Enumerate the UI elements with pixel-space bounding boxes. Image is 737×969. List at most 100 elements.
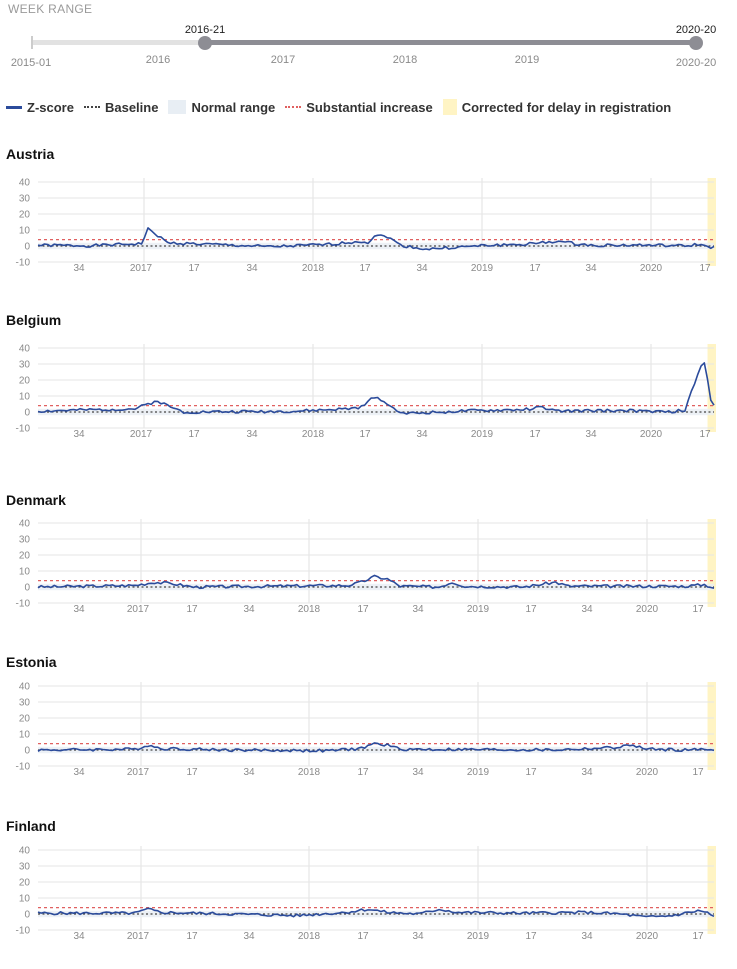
legend-zscore-label: Z-score <box>27 99 74 115</box>
x-tick-label: 2017 <box>127 604 150 615</box>
y-tick-label: 20 <box>19 714 31 725</box>
normal-range-swatch <box>168 100 187 114</box>
baseline-swatch <box>83 106 100 108</box>
legend-corrected-label: Corrected for delay in registration <box>461 99 672 115</box>
x-tick-label: 17 <box>699 263 711 274</box>
y-tick-label: -10 <box>16 599 31 610</box>
chart-denmark: -10 0 10 20 30 40 34 2017 17 34 2018 17 34 2019 17 34 20… <box>16 519 716 615</box>
y-tick-label: 10 <box>19 226 31 237</box>
x-tick-label: 17 <box>186 604 198 615</box>
legend-baseline-label: Baseline <box>104 99 159 115</box>
y-tick-label: 40 <box>19 846 31 857</box>
x-tick-label: 17 <box>692 931 704 942</box>
y-tick-label: -10 <box>16 762 31 773</box>
x-tick-label: 34 <box>416 429 428 440</box>
x-tick-label: 2020 <box>636 767 659 778</box>
x-tick-label: 2020 <box>640 429 663 440</box>
x-tick-label: 17 <box>525 767 537 778</box>
y-tick-label: 10 <box>19 894 31 905</box>
y-tick-label: -10 <box>16 926 31 937</box>
slider-end-handle[interactable] <box>689 36 703 50</box>
y-tick-label: 40 <box>19 519 31 530</box>
y-tick-label: 0 <box>24 746 30 757</box>
corrected-band <box>707 846 716 934</box>
y-tick-label: 0 <box>24 910 30 921</box>
x-tick-label: 17 <box>692 767 704 778</box>
x-tick-label: 34 <box>73 604 85 615</box>
x-tick-label: 17 <box>525 604 537 615</box>
x-tick-label: 2018 <box>298 604 321 615</box>
x-tick-label: 2020 <box>640 263 663 274</box>
y-tick-label: 10 <box>19 392 31 403</box>
x-tick-label: 34 <box>243 604 255 615</box>
y-tick-label: 40 <box>19 682 31 693</box>
x-tick-label: 34 <box>243 931 255 942</box>
legend-corrected[interactable]: Corrected for delay in registration <box>442 99 672 115</box>
x-tick-label: 2019 <box>467 604 490 615</box>
y-tick-label: 30 <box>19 535 31 546</box>
x-tick-label: 34 <box>246 263 258 274</box>
x-tick-label: 34 <box>585 429 597 440</box>
country-title-estonia: Estonia <box>6 654 57 670</box>
x-tick-label: 17 <box>357 931 369 942</box>
y-tick-label: 10 <box>19 567 31 578</box>
zscore-line <box>37 574 715 590</box>
x-tick-label: 34 <box>73 931 85 942</box>
zscore-line <box>37 742 715 753</box>
x-tick-label: 34 <box>73 263 85 274</box>
legend-normal-range[interactable]: Normal range <box>168 100 275 115</box>
legend-normal-range-label: Normal range <box>191 99 276 115</box>
slider-start-label: 2016-21 <box>185 24 225 36</box>
x-tick-label: 2017 <box>127 767 150 778</box>
chart-austria: -10 0 10 20 30 40 34 2017 17 34 2018 17 34 2019 17 34 20… <box>16 178 716 274</box>
y-tick-label: 10 <box>19 730 31 741</box>
country-title-finland: Finland <box>6 818 56 834</box>
x-tick-label: 2019 <box>471 263 494 274</box>
x-tick-label: 34 <box>581 767 593 778</box>
slider-end-label: 2020-20 <box>676 24 716 36</box>
slider-year-tick: 2016 <box>146 54 170 66</box>
y-tick-label: 40 <box>19 178 31 189</box>
legend-baseline[interactable]: Baseline <box>83 99 159 115</box>
y-tick-label: 30 <box>19 862 31 873</box>
legend-zscore[interactable]: Z-score <box>6 100 74 115</box>
legend-substantial-label: Substantial increase <box>306 99 433 115</box>
x-tick-label: 2018 <box>298 767 321 778</box>
chart-legend: Z-score Baseline Normal range Substantia… <box>6 98 681 116</box>
x-tick-label: 2019 <box>471 429 494 440</box>
x-tick-label: 17 <box>357 604 369 615</box>
x-tick-label: 17 <box>188 263 200 274</box>
zscore-swatch <box>6 105 22 109</box>
x-tick-label: 34 <box>246 429 258 440</box>
x-tick-label: 34 <box>412 931 424 942</box>
corrected-band <box>707 519 716 607</box>
week-range-slider[interactable]: 2016-21 2020-20 2015-01 2020-20 2016 2017 2018… <box>0 0 737 80</box>
country-title-belgium: Belgium <box>6 312 62 328</box>
chart-estonia: -10 0 10 20 30 40 34 2017 17 34 2018 17 34 2019 17 34 20… <box>16 682 716 778</box>
slider-start-handle[interactable] <box>198 36 212 50</box>
y-tick-label: 20 <box>19 551 31 562</box>
x-tick-label: 34 <box>412 767 424 778</box>
x-tick-label: 34 <box>585 263 597 274</box>
x-tick-label: 17 <box>699 429 711 440</box>
x-tick-label: 17 <box>692 604 704 615</box>
week-range-title: WEEK RANGE <box>8 2 93 16</box>
x-tick-label: 34 <box>73 429 85 440</box>
legend-substantial-increase[interactable]: Substantial increase <box>285 99 433 115</box>
x-tick-label: 2019 <box>467 931 490 942</box>
x-tick-label: 2020 <box>636 604 659 615</box>
x-tick-label: 2019 <box>467 767 490 778</box>
chart-finland: -10 0 10 20 30 40 34 2017 17 34 2018 17 34 2019 17 34 20… <box>16 846 716 942</box>
x-tick-label: 17 <box>529 429 541 440</box>
y-tick-label: 0 <box>24 242 30 253</box>
slider-min-label: 2015-01 <box>11 57 51 69</box>
y-tick-label: 0 <box>24 408 30 419</box>
x-tick-label: 2020 <box>636 931 659 942</box>
slider-selected-range <box>205 40 696 45</box>
slider-year-tick: 2018 <box>393 54 417 66</box>
country-title-austria: Austria <box>6 146 55 162</box>
x-tick-label: 17 <box>188 429 200 440</box>
zscore-line <box>37 362 715 415</box>
x-tick-label: 17 <box>525 931 537 942</box>
x-tick-label: 2017 <box>130 263 153 274</box>
